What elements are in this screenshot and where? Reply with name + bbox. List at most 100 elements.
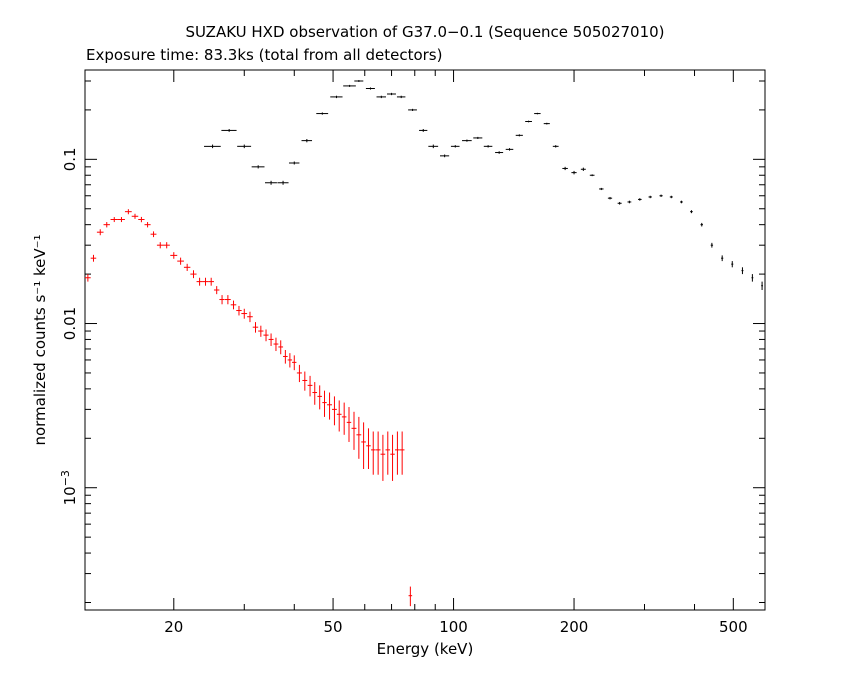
data-point [617,201,622,205]
x-tick-label: 500 [719,618,748,636]
data-point [525,120,532,123]
data-point [571,170,577,175]
data-point [375,431,381,475]
data-point [341,402,347,435]
data-point [761,281,763,291]
x-tick-label: 20 [164,618,183,636]
data-point [221,129,237,132]
data-point [534,112,541,115]
data-point [190,270,197,279]
data-point [213,286,220,295]
y-tick-label: 0.1 [61,147,79,171]
data-point [273,337,279,352]
data-point [236,305,242,316]
data-point [648,195,652,199]
x-axis-label: Energy (keV) [377,640,474,658]
data-point [450,145,460,148]
data-point [144,222,151,228]
data-series [85,80,763,607]
x-tick-label: 200 [560,618,589,636]
data-point [316,112,329,115]
data-point [288,161,300,165]
data-point [390,434,395,481]
data-point [495,151,504,154]
data-point [380,434,386,481]
data-point [247,311,253,323]
data-point [263,329,269,342]
data-point [124,209,132,215]
data-point [322,390,327,417]
data-point [103,222,110,228]
data-point [638,198,642,201]
data-point [366,428,371,470]
data-point [237,144,252,149]
data-point [505,148,514,151]
data-point [156,242,164,249]
data-point [170,252,178,259]
data-point [183,263,191,271]
y-axis-label: normalized counts s⁻¹ keV⁻¹ [31,234,49,445]
y-tick-label: 10−3 [59,470,79,505]
data-point [515,134,523,137]
data-point [552,145,559,148]
data-point [332,396,337,426]
data-point [307,375,313,397]
data-point [396,95,406,99]
data-point [351,411,357,450]
data-point [202,277,209,286]
data-point [117,217,125,223]
data-point [439,154,450,158]
data-point [589,174,595,177]
data-point [301,138,313,143]
data-point [731,261,734,268]
data-point [356,416,362,459]
data-point [462,139,472,142]
series-1 [85,209,413,607]
data-point [365,87,375,90]
data-point [346,407,352,442]
data-point [690,210,693,214]
data-point [296,364,302,383]
data-point [721,255,724,262]
data-point [336,400,342,432]
data-point [599,187,604,191]
data-point [327,392,333,420]
data-point [659,194,663,197]
data-point [251,165,265,169]
series-0 [204,80,763,291]
data-point [376,95,387,99]
data-point [483,145,493,148]
data-point [669,195,673,199]
chart-title: SUZAKU HXD observation of G37.0−0.1 (Seq… [185,23,664,41]
data-point [85,274,91,282]
data-point [283,349,288,364]
data-point [317,385,322,410]
y-tick-label: 0.01 [61,307,79,340]
data-point [208,277,214,286]
data-point [150,231,157,238]
data-point [287,353,293,368]
data-point [96,229,104,236]
axis-tick-labels: 20 50 100 200 500 0.1 0.01 10−3 [59,147,748,636]
data-point [543,122,550,125]
data-point [230,300,237,310]
data-point [224,295,231,305]
data-point [302,371,308,391]
x-tick-label: 50 [324,618,343,636]
data-point [241,308,248,319]
data-point [607,196,613,200]
data-point [399,431,405,475]
data-point [278,340,284,355]
data-point [252,322,259,333]
data-point [419,129,428,132]
x-tick-label: 100 [439,618,468,636]
data-point [408,108,417,111]
data-point [371,431,376,475]
data-point [131,213,139,219]
data-point [710,242,714,248]
data-point [562,166,568,171]
data-point [354,80,364,82]
data-point [268,333,274,346]
data-point [428,144,439,149]
